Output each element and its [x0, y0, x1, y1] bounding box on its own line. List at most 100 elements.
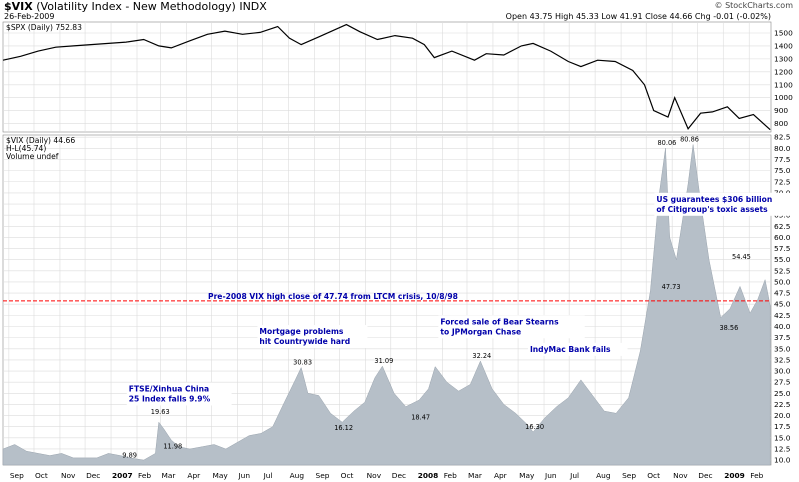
x-tick-label: Aug — [596, 471, 611, 480]
chart-date: 26-Feb-2009 — [4, 12, 55, 21]
x-tick-label: Apr — [187, 471, 201, 480]
spx-panel-frame — [2, 21, 772, 133]
data-label: 47.73 — [662, 283, 681, 291]
annotation-text: Forced sale of Bear Stearns — [440, 317, 559, 326]
data-label: 31.09 — [374, 357, 393, 365]
vix-y-tick-label: 45.0 — [774, 300, 791, 309]
spx-y-tick-label: 800 — [774, 119, 788, 128]
spx-legend: $SPX (Daily) 752.83 — [6, 23, 82, 32]
vix-y-tick-label: 12.5 — [774, 444, 791, 453]
x-tick-label: 2009 — [724, 471, 745, 480]
vix-y-tick-label: 25.0 — [774, 389, 791, 398]
data-label: 80.86 — [680, 136, 699, 144]
stockcharts-logo: © StockCharts.com — [714, 1, 793, 10]
x-tick-label: Feb — [444, 471, 457, 480]
vix-y-tick-label: 47.5 — [774, 289, 791, 298]
data-label: 32.24 — [472, 352, 491, 360]
vix-y-tick-label: 37.5 — [774, 333, 791, 342]
vix-y-tick-label: 52.5 — [774, 266, 791, 275]
spx-y-tick-label: 1000 — [774, 93, 793, 102]
x-tick-label: 2007 — [112, 471, 133, 480]
x-tick-label: Jul — [263, 471, 273, 480]
data-label: 19.63 — [151, 408, 170, 416]
spx-y-tick-label: 1100 — [774, 80, 793, 89]
vix-y-tick-label: 32.5 — [774, 355, 791, 364]
x-tick-label: Sep — [10, 471, 24, 480]
annotation-box — [257, 325, 368, 349]
data-label: 11.98 — [163, 442, 182, 450]
annotation-text: FTSE/Xinhua China — [129, 385, 209, 394]
vix-y-tick-label: 15.0 — [774, 433, 791, 442]
x-tick-label: Oct — [341, 471, 354, 480]
spx-y-tick-label: 1200 — [774, 67, 793, 76]
x-tick-label: Oct — [35, 471, 48, 480]
x-tick-label: Sep — [622, 471, 636, 480]
vix-y-tick-label: 17.5 — [774, 422, 791, 431]
x-tick-label: Nov — [367, 471, 382, 480]
x-tick-label: Jun — [544, 471, 557, 480]
vix-y-tick-label: 72.5 — [774, 177, 791, 186]
annotation-box — [654, 192, 799, 216]
vix-y-tick-label: 10.0 — [774, 456, 791, 465]
annotation-text: 25 Index falls 9.9% — [129, 395, 211, 404]
vix-y-tick-label: 57.5 — [774, 244, 791, 253]
quote-summary: Open 43.75 High 45.33 Low 41.91 Close 44… — [505, 12, 771, 21]
vix-y-tick-label: 42.5 — [774, 311, 791, 320]
x-tick-label: Oct — [647, 471, 660, 480]
annotation-box — [438, 315, 585, 339]
x-tick-label: Jun — [238, 471, 251, 480]
x-tick-label: Mar — [468, 471, 483, 480]
spx-y-tick-label: 1400 — [774, 41, 793, 50]
vix-y-tick-label: 55.0 — [774, 255, 791, 264]
vix-y-tick-label: 30.0 — [774, 367, 791, 376]
x-tick-label: Mar — [161, 471, 176, 480]
data-label: 16.12 — [334, 424, 353, 432]
spx-y-tick-label: 1300 — [774, 54, 793, 63]
x-tick-label: 2008 — [418, 471, 439, 480]
vix-y-tick-label: 27.5 — [774, 378, 791, 387]
chart-title: $VIX (Volatility Index - New Methodology… — [4, 0, 267, 13]
data-label: 38.56 — [719, 324, 738, 332]
vix-y-tick-label: 35.0 — [774, 344, 791, 353]
symbol-label: $VIX — [4, 0, 33, 13]
vix-legend-entry: H-L(45.74) — [6, 144, 46, 153]
x-tick-label: Feb — [750, 471, 763, 480]
data-label: 18.47 — [411, 413, 430, 421]
data-label: 80.06 — [657, 139, 676, 147]
annotation-text: IndyMac Bank fails — [530, 345, 611, 354]
x-tick-label: Apr — [494, 471, 508, 480]
x-tick-label: Dec — [86, 471, 100, 480]
vix-y-tick-label: 50.0 — [774, 277, 791, 286]
annotation-box — [126, 382, 232, 406]
data-label: 16.30 — [525, 423, 544, 431]
vix-area-series — [2, 144, 771, 466]
data-label: 9.89 — [122, 452, 137, 460]
spx-y-tick-label: 900 — [774, 106, 788, 115]
spx-line-series — [2, 23, 771, 131]
x-tick-label: Dec — [698, 471, 712, 480]
vix-y-tick-label: 40.0 — [774, 322, 791, 331]
annotation-text: Mortgage problems — [259, 327, 343, 336]
x-tick-label: Feb — [138, 471, 151, 480]
vix-y-tick-label: 77.5 — [774, 155, 791, 164]
spx-y-tick-label: 1500 — [774, 29, 793, 38]
annotation-text: of Citigroup's toxic assets — [656, 205, 768, 214]
data-label: 30.83 — [293, 358, 312, 366]
x-tick-label: Aug — [290, 471, 305, 480]
vix-y-tick-label: 22.5 — [774, 400, 791, 409]
annotation-box — [527, 342, 628, 356]
reference-line-label: Pre-2008 VIX high close of 47.74 from LT… — [208, 292, 458, 301]
x-tick-label: Nov — [673, 471, 688, 480]
annotation-text: hit Countrywide hard — [259, 337, 350, 346]
vix-legend-entry: Volume undef — [6, 152, 59, 161]
vix-legend-entry: $VIX (Daily) 44.66 — [6, 136, 75, 145]
x-tick-label: Jul — [569, 471, 579, 480]
vix-y-tick-label: 60.0 — [774, 233, 791, 242]
x-tick-label: May — [213, 471, 229, 480]
x-tick-label: Sep — [316, 471, 330, 480]
vix-y-tick-label: 20.0 — [774, 411, 791, 420]
x-tick-label: May — [519, 471, 535, 480]
annotation-text: to JPMorgan Chase — [440, 327, 521, 336]
